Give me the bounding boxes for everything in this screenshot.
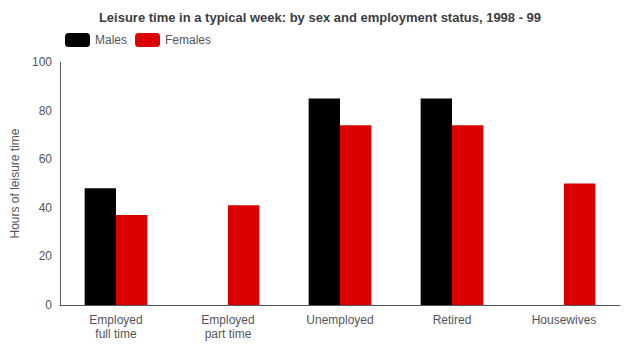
- svg-text:Housewives: Housewives: [532, 313, 597, 327]
- svg-text:full time: full time: [95, 327, 137, 341]
- svg-text:Employed: Employed: [201, 313, 254, 327]
- svg-text:Leisure time in a typical week: Leisure time in a typical week: by sex a…: [99, 10, 541, 25]
- svg-text:100: 100: [32, 55, 52, 69]
- svg-text:40: 40: [39, 201, 53, 215]
- svg-text:Retired: Retired: [433, 313, 472, 327]
- svg-text:Males: Males: [95, 33, 127, 47]
- svg-text:part time: part time: [205, 327, 252, 341]
- svg-text:0: 0: [45, 298, 52, 312]
- svg-text:60: 60: [39, 152, 53, 166]
- svg-text:80: 80: [39, 104, 53, 118]
- svg-text:Hours of leisure time: Hours of leisure time: [8, 128, 22, 238]
- svg-text:Unemployed: Unemployed: [306, 313, 373, 327]
- svg-text:Employed: Employed: [89, 313, 142, 327]
- svg-text:20: 20: [39, 249, 53, 263]
- svg-text:Females: Females: [165, 33, 211, 47]
